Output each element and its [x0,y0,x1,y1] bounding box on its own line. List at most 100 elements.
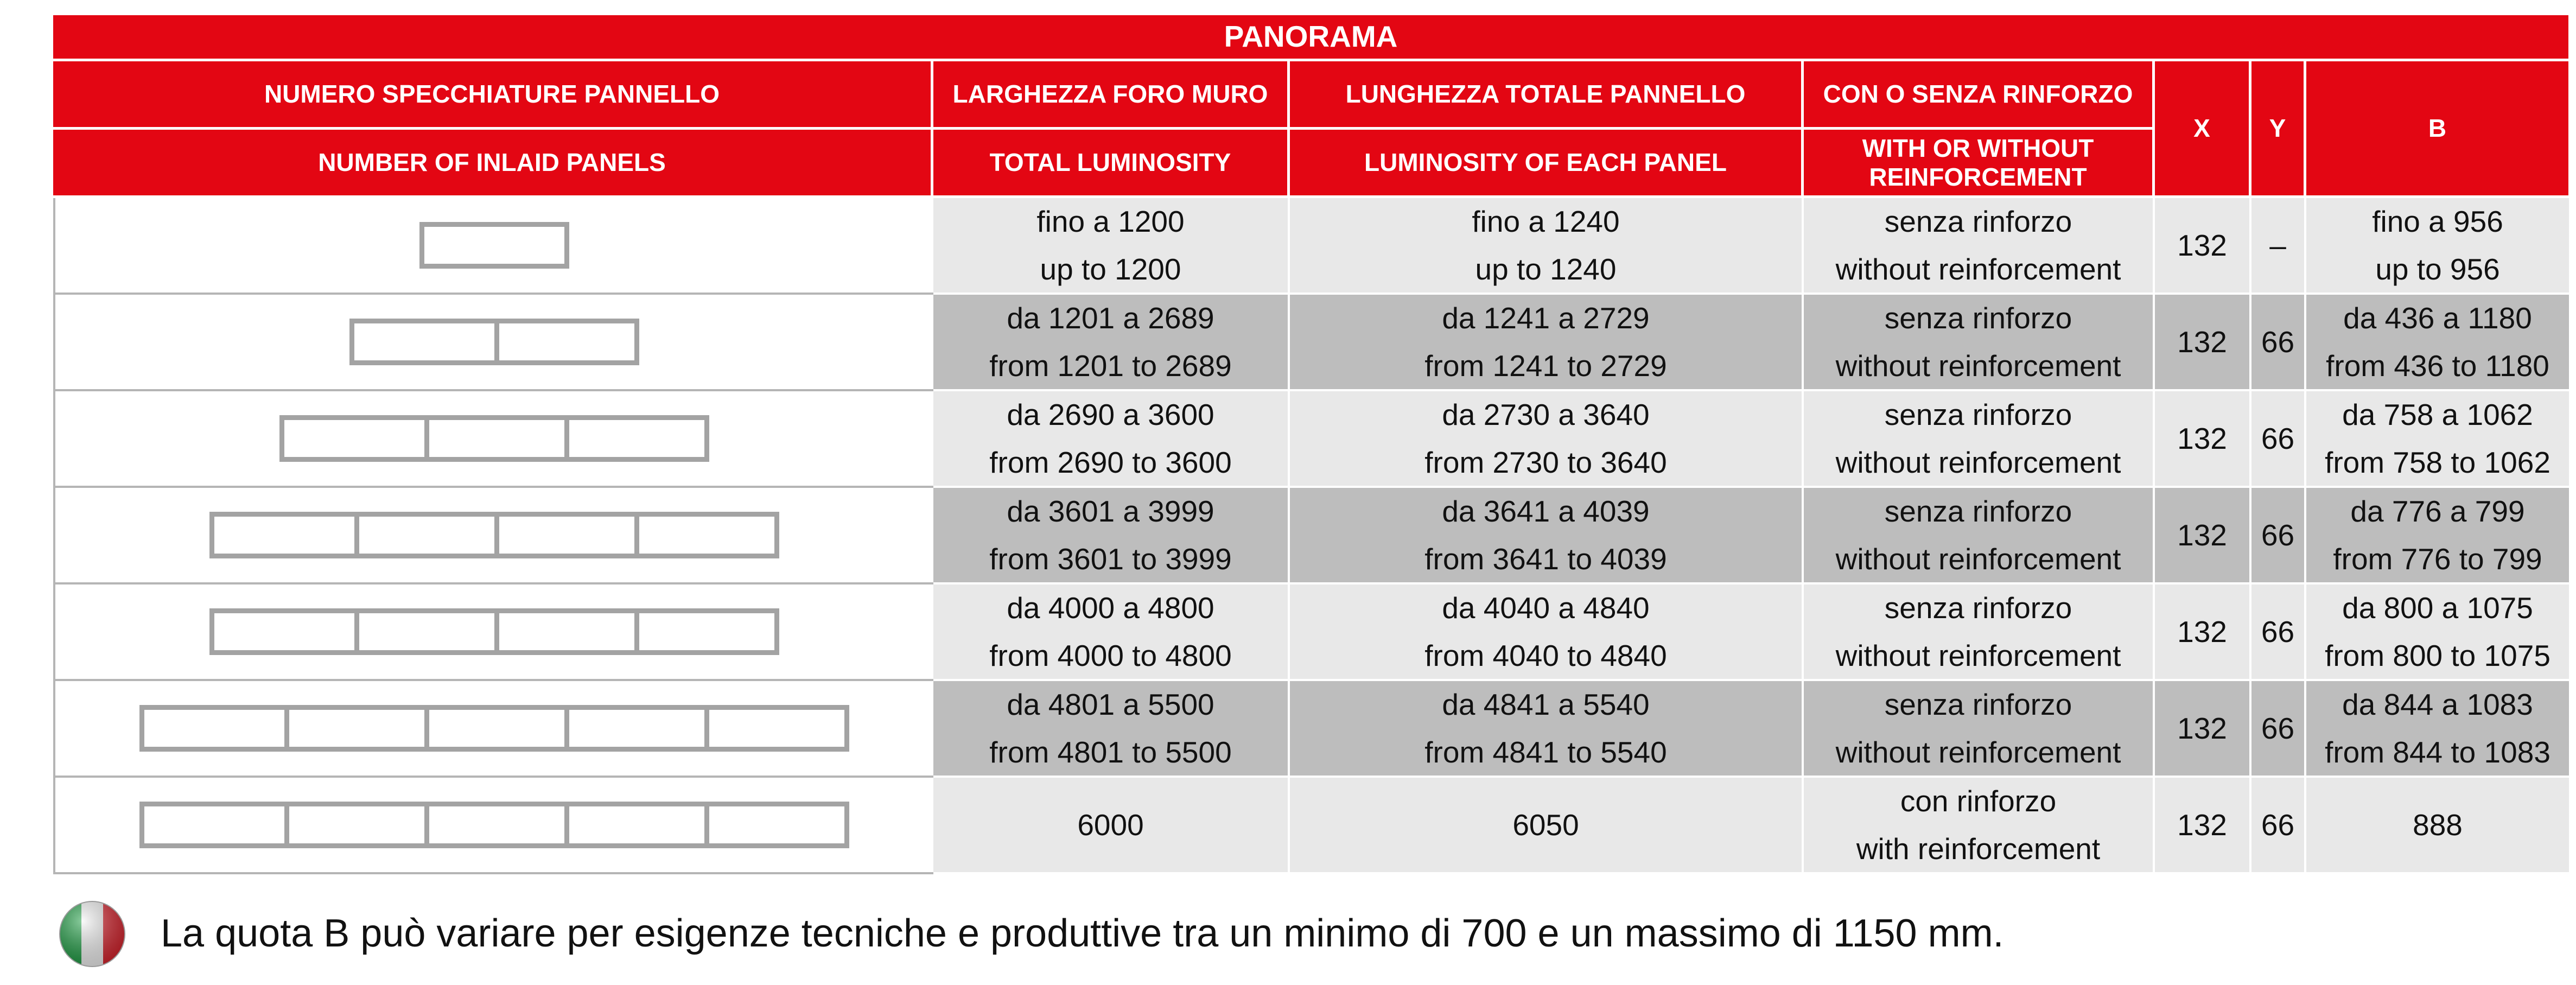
cell-text: without reinforcement [1835,446,2121,479]
cell-text: fino a 956 [2372,205,2503,238]
data-cell: 66 [2251,488,2306,584]
header-text: LUNGHEZZA TOTALE PANNELLO [1345,80,1746,109]
cell-text: up to 1240 [1475,252,1617,286]
header-cell: X [2155,61,2251,198]
title-text: PANORAMA [1224,20,1398,54]
cell-text: 132 [2177,422,2227,455]
header-cell: NUMBER OF INLAID PANELS [53,130,933,198]
inlaid-panel [494,613,634,650]
inlaid-panel [704,806,844,843]
data-cell: senza rinforzo without reinforcement [1804,391,2155,488]
cell-text: from 2730 to 3640 [1424,446,1667,479]
cell-text: 66 [2261,711,2295,745]
inlaid-panel [424,806,564,843]
inlaid-panel [634,517,774,554]
data-cell: – [2251,198,2306,295]
cell-text: senza rinforzo [1884,688,2072,721]
inlaid-panel [564,806,704,843]
data-cell: 132 [2155,488,2251,584]
cell-text: 66 [2261,808,2295,842]
cell-text: da 436 a 1180 [2343,301,2532,335]
cell-text: da 3641 a 4039 [1442,494,1650,528]
cell-text: senza rinforzo [1884,591,2072,625]
cell-text: from 758 to 1062 [2325,446,2550,479]
data-cell: da 1201 a 2689 from 1201 to 2689 [933,295,1290,391]
cell-text: 6000 [1077,808,1144,842]
header-cell: CON O SENZA RINFORZO [1804,61,2155,130]
cell-text: from 1201 to 2689 [989,349,1232,383]
cell-text: 66 [2261,518,2295,552]
header-text: CON O SENZA RINFORZO [1823,80,2133,109]
inlaid-panel [424,710,564,747]
data-cell: 66 [2251,391,2306,488]
header-cell: LUNGHEZZA TOTALE PANNELLO [1290,61,1804,130]
data-cell: da 800 a 1075 from 800 to 1075 [2306,584,2571,681]
data-cell: da 1241 a 2729 from 1241 to 2729 [1290,295,1804,391]
data-cell: da 436 a 1180 from 436 to 1180 [2306,295,2571,391]
table-title: PANORAMA [53,15,2571,61]
inlaid-panel [354,323,494,360]
cell-text: from 776 to 799 [2333,542,2542,576]
inlaid-panel [494,323,634,360]
cell-text: 888 [2413,808,2463,842]
data-cell: da 2690 a 3600 from 2690 to 3600 [933,391,1290,488]
cell-text: with reinforcement [1856,832,2101,866]
cell-text: da 844 a 1083 [2342,688,2533,721]
inlaid-panel [144,806,284,843]
panel-drawing [209,512,779,558]
cell-text: da 1241 a 2729 [1442,301,1650,335]
panel-drawing [419,222,569,269]
cell-text: from 3601 to 3999 [989,542,1232,576]
inlaid-panel [284,420,424,457]
data-cell: da 4040 a 4840 from 4040 to 4840 [1290,584,1804,681]
cell-text: 132 [2177,808,2227,842]
cell-text: from 844 to 1083 [2325,735,2550,769]
data-cell: da 776 a 799 from 776 to 799 [2306,488,2571,584]
header-text: WITH OR WITHOUT REINFORCEMENT [1862,134,2094,191]
cell-text: da 800 a 1075 [2342,591,2533,625]
cell-text: da 4000 a 4800 [1007,591,1214,625]
data-cell: 6050 [1290,778,1804,874]
header-text: NUMBER OF INLAID PANELS [318,148,666,177]
data-cell: senza rinforzo without reinforcement [1804,488,2155,584]
header-text: TOTAL LUMINOSITY [989,148,1231,177]
data-cell: 132 [2155,391,2251,488]
header-cell: WITH OR WITHOUT REINFORCEMENT [1804,130,2155,198]
header-text: B [2428,114,2447,143]
data-cell: 66 [2251,778,2306,874]
cell-text: fino a 1240 [1472,205,1620,238]
cell-text: without reinforcement [1835,735,2121,769]
data-cell: senza rinforzo without reinforcement [1804,295,2155,391]
data-cell: da 4841 a 5540 from 4841 to 5540 [1290,681,1804,778]
inlaid-panel [144,710,284,747]
cell-text: 66 [2261,615,2295,649]
cell-text: – [2269,228,2286,262]
data-cell: con rinforzo with reinforcement [1804,778,2155,874]
cell-text: da 4040 a 4840 [1442,591,1650,625]
cell-text: from 436 to 1180 [2326,349,2549,383]
inlaid-panel [564,420,704,457]
cell-text: from 2690 to 3600 [989,446,1232,479]
inlaid-panel [564,710,704,747]
footer-note: La quota B può variare per esigenze tecn… [161,912,2004,955]
cell-text: without reinforcement [1835,542,2121,576]
panel-drawing [349,319,639,365]
cell-text: da 4801 a 5500 [1007,688,1214,721]
cell-text: da 4841 a 5540 [1442,688,1650,721]
cell-text: da 776 a 799 [2350,494,2525,528]
data-cell: da 2730 a 3640 from 2730 to 3640 [1290,391,1804,488]
cell-text: 132 [2177,615,2227,649]
data-cell: 888 [2306,778,2571,874]
header-cell: LARGHEZZA FORO MURO [933,61,1290,130]
data-cell: fino a 956 up to 956 [2306,198,2571,295]
data-cell: 66 [2251,584,2306,681]
header-cell: LUMINOSITY OF EACH PANEL [1290,130,1804,198]
cell-text: 66 [2261,325,2295,359]
data-cell: fino a 1240 up to 1240 [1290,198,1804,295]
inlaid-panel [424,420,564,457]
cell-text: from 800 to 1075 [2325,639,2550,672]
cell-text: 132 [2177,518,2227,552]
cell-text: up to 956 [2375,252,2500,286]
panel-drawing-cell [53,198,933,295]
data-cell: fino a 1200 up to 1200 [933,198,1290,295]
